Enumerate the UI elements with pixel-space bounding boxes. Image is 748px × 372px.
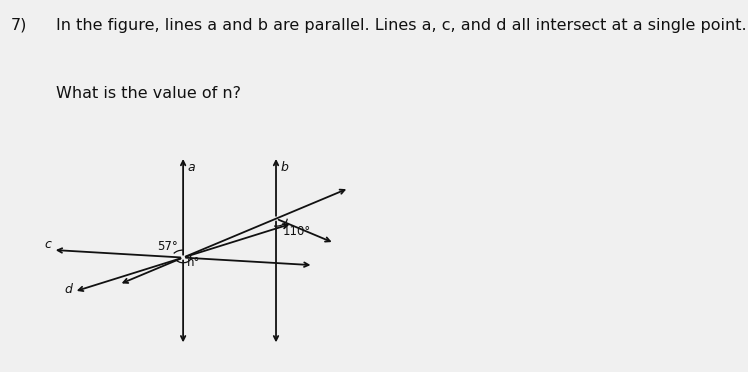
Text: d: d (64, 283, 73, 296)
Text: 57°: 57° (157, 240, 178, 253)
Text: 7): 7) (11, 18, 28, 33)
Text: 110°: 110° (282, 225, 310, 238)
Text: In the figure, lines a and b are parallel. Lines a, c, and d all intersect at a : In the figure, lines a and b are paralle… (56, 18, 747, 33)
Text: n°: n° (186, 256, 200, 269)
Text: a: a (187, 161, 195, 174)
Text: c: c (44, 238, 51, 251)
Text: b: b (280, 161, 288, 174)
Text: What is the value of n?: What is the value of n? (56, 86, 241, 101)
